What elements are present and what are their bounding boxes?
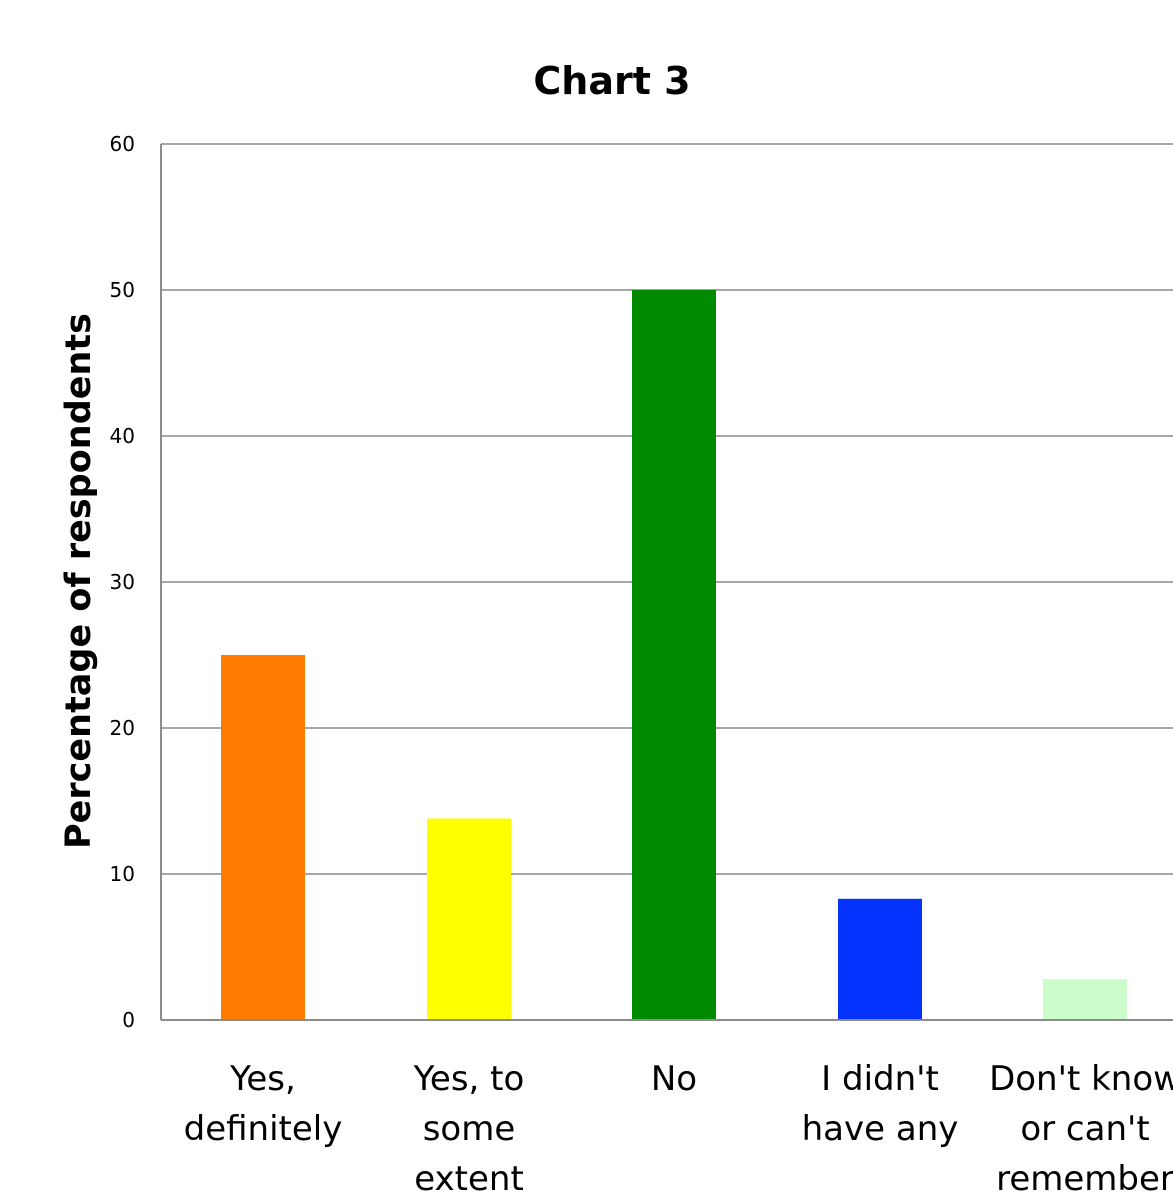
x-tick-label-line: Don't know [989,1059,1173,1099]
bar [1043,979,1127,1020]
x-tick-label-line: Yes, to [413,1059,525,1099]
x-tick-label-line: extent [414,1159,524,1197]
y-tick-label: 20 [110,716,135,740]
x-axis-labels: Yes, definitely Yes, to some extent No I didn'… [184,1059,1173,1197]
chart-title: Chart 3 [533,59,690,103]
y-tick-label: 60 [110,132,135,156]
x-tick-label-line: Yes, [229,1059,296,1099]
y-axis-ticks: 0 10 20 30 40 50 60 [110,132,135,1032]
x-tick-label-line: or can't [1020,1109,1149,1149]
x-tick-label-line: I didn't [821,1059,939,1099]
y-tick-label: 10 [110,862,135,886]
y-tick-label: 50 [110,278,135,302]
y-tick-label: 0 [122,1008,135,1032]
y-tick-label: 40 [110,424,135,448]
x-tick-label: No [651,1059,697,1099]
y-axis-label: Percentage of respondents [59,313,99,849]
x-tick-label-line: have any [802,1109,959,1149]
bar [221,655,305,1020]
x-tick-label-line: remember [996,1159,1173,1197]
x-tick-label-line: No [651,1059,697,1099]
x-tick-label: Yes, to some extent [413,1059,525,1197]
bar [838,898,922,1020]
x-tick-label: Yes, definitely [184,1059,343,1149]
bars [221,290,1127,1020]
x-tick-label-line: definitely [184,1109,343,1149]
x-tick-label: I didn't have any [802,1059,959,1149]
axes [160,144,1173,1021]
bar [427,818,511,1020]
bar [632,290,716,1020]
x-tick-label: Don't know or can't remember [989,1059,1173,1197]
y-tick-label: 30 [110,570,135,594]
x-tick-label-line: some [423,1109,516,1149]
